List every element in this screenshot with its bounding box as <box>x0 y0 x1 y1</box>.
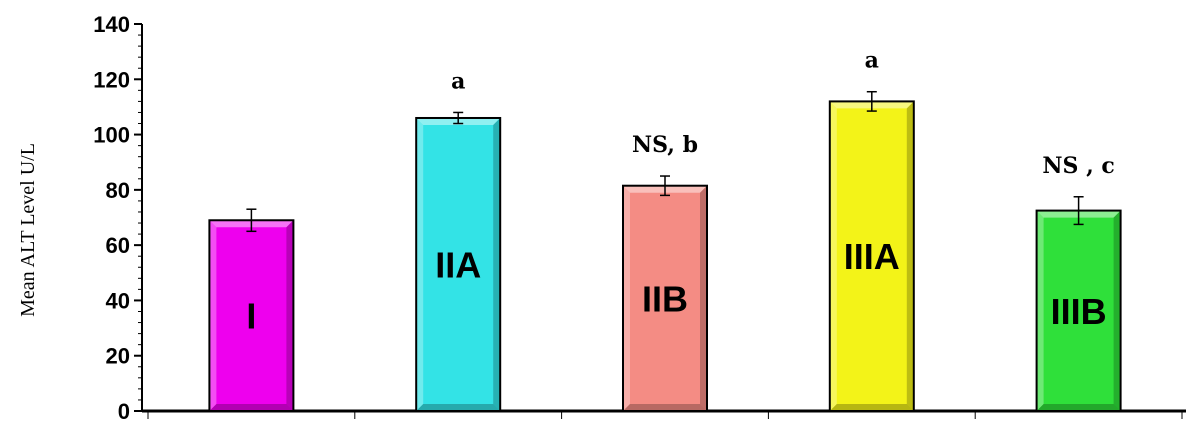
bar-bevel-left <box>1036 210 1044 411</box>
bar-IIB: IIB NS, b <box>622 132 708 412</box>
bar-IIA: IIA a <box>415 68 502 412</box>
significance-annotation: NS , c <box>1042 153 1114 179</box>
bar-bevel-left <box>209 220 217 411</box>
bar-bevel-right <box>286 220 294 411</box>
bar-IIIA: IIIA a <box>828 48 915 413</box>
y-axis-title: Mean ALT Level U/L <box>17 143 39 317</box>
bar-IIIB: IIIB NS , c <box>1035 153 1122 412</box>
y-tick-label: 40 <box>106 288 130 313</box>
bar-fill <box>829 101 914 412</box>
bar-bevel-left <box>623 185 630 411</box>
bar-fill <box>1036 210 1121 411</box>
bar-fill <box>416 117 501 411</box>
bar-fill <box>623 185 707 411</box>
y-tick-label: 60 <box>106 233 130 258</box>
y-tick-label: 120 <box>93 67 130 92</box>
y-axis: 0 20 40 60 80 100 120 140 <box>93 12 143 423</box>
bar-bevel-bottom <box>209 404 294 411</box>
y-tick-label: 0 <box>118 399 130 423</box>
bar-label: IIB <box>642 278 688 319</box>
bar-bevel-bottom <box>1036 404 1121 411</box>
bar-bevel-bottom <box>623 404 707 411</box>
bar-fill <box>209 220 294 411</box>
bar-label: IIA <box>435 244 481 285</box>
significance-annotation: a <box>865 48 879 74</box>
bar-label: IIIB <box>1051 291 1107 332</box>
y-tick-label: 100 <box>93 123 130 148</box>
bar-bevel-bottom <box>829 404 914 411</box>
significance-annotation: NS, b <box>632 132 698 158</box>
bar-bevel-right <box>1113 210 1121 411</box>
bar-bevel-bottom <box>416 404 501 411</box>
bar-label: I <box>246 296 256 337</box>
bar-label: IIIA <box>844 236 900 277</box>
bar-bevel-left <box>829 101 837 412</box>
bar-I: I <box>208 208 295 412</box>
bar-bevel-left <box>416 117 424 411</box>
y-tick-label: 20 <box>106 344 130 369</box>
bar-bevel-right <box>700 185 707 411</box>
y-tick-label: 80 <box>106 178 130 203</box>
significance-annotation: a <box>451 68 465 94</box>
y-tick-label: 140 <box>93 12 130 37</box>
x-axis <box>142 409 1186 419</box>
bar-bevel-right <box>493 117 501 411</box>
bar-bevel-right <box>906 101 914 412</box>
